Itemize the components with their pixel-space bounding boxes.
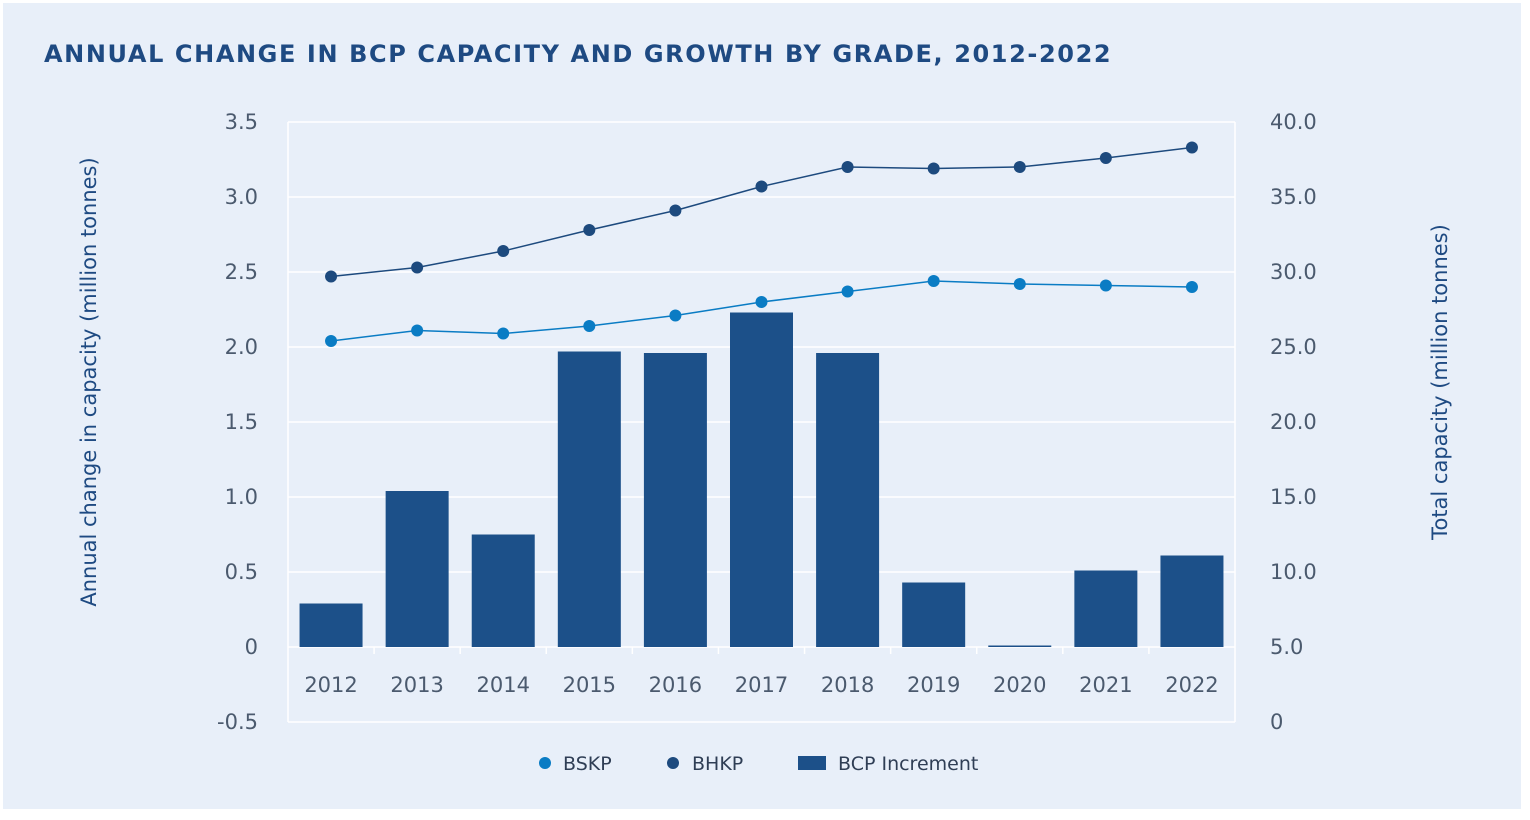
right-tick-label: 40.0 (1270, 110, 1317, 134)
x-tick-label: 2022 (1165, 673, 1218, 697)
left-tick-label: 1.5 (225, 410, 258, 434)
point-bskp-2022 (1185, 281, 1198, 293)
bar-2016 (643, 353, 707, 647)
bar-2014 (471, 534, 535, 647)
point-bhkp-2017 (755, 180, 768, 193)
right-tick-label: 35.0 (1270, 185, 1317, 209)
x-tick-label: 2020 (993, 673, 1046, 697)
point-bhkp-2012 (325, 270, 338, 283)
point-bskp-2020 (1013, 278, 1026, 290)
left-tick-label: 2.5 (225, 260, 258, 284)
point-bhkp-2013 (411, 261, 424, 274)
x-tick-label: 2017 (735, 673, 788, 697)
left-axis-title: Annual change in capacity (million tonne… (77, 157, 101, 606)
right-tick-label: 0 (1270, 710, 1283, 734)
bar-2021 (1074, 570, 1138, 647)
point-bskp-2012 (325, 335, 338, 347)
x-tick-label: 2014 (477, 673, 530, 697)
right-axis-title: Total capacity (million tonnes) (1428, 224, 1452, 541)
right-tick-label: 10.0 (1270, 560, 1317, 584)
left-tick-label: -0.5 (217, 710, 258, 734)
bar-2018 (816, 353, 880, 647)
right-tick-label: 20.0 (1270, 410, 1317, 434)
point-bskp-2021 (1099, 279, 1112, 292)
point-bhkp-2019 (927, 162, 940, 175)
right-tick-label: 30.0 (1270, 260, 1317, 284)
line-bhkp (330, 146, 1193, 278)
left-tick-label: 2.0 (225, 335, 258, 359)
right-tick-label: 25.0 (1270, 335, 1317, 359)
right-tick-label: 15.0 (1270, 485, 1317, 509)
point-bskp-2014 (497, 327, 510, 340)
left-axis-ticks: 3.5 3.0 2.5 2.0 1.5 1.0 0.5 0 -0.5 (217, 110, 258, 734)
point-bhkp-2014 (497, 245, 510, 257)
x-tick-label: 2016 (649, 673, 702, 697)
point-bskp-2019 (927, 275, 940, 287)
legend-bhkp-marker (667, 757, 679, 769)
point-bhkp-2022 (1185, 141, 1198, 154)
x-tick-label: 2015 (563, 673, 616, 697)
legend-bcp-label: BCP Increment (838, 753, 978, 775)
left-tick-label: 0.5 (225, 560, 258, 584)
legend-bcp-marker (798, 756, 826, 770)
left-tick-label: 3.0 (225, 185, 258, 209)
point-bskp-2013 (411, 324, 424, 337)
point-bhkp-2015 (583, 224, 596, 236)
right-tick-label: 5.0 (1270, 635, 1303, 659)
x-tick-label: 2012 (304, 673, 357, 697)
bar-2012 (299, 603, 363, 647)
point-bskp-2017 (755, 296, 768, 308)
right-axis-ticks: 40.0 35.0 30.0 25.0 20.0 15.0 10.0 5.0 0 (1270, 110, 1317, 734)
bar-series (299, 312, 1224, 647)
bar-2020 (988, 645, 1052, 647)
bar-2015 (557, 351, 621, 647)
point-bhkp-2016 (669, 204, 682, 217)
point-bhkp-2021 (1099, 152, 1112, 164)
left-tick-label: 3.5 (225, 110, 258, 134)
bar-2017 (730, 312, 793, 647)
x-tick-label: 2019 (907, 673, 960, 697)
point-bskp-2016 (669, 309, 682, 322)
bar-2019 (902, 582, 966, 647)
x-tick-label: 2018 (821, 673, 874, 697)
x-axis-ticks: 2012 2013 2014 2015 2016 2017 2018 2019 2020 2021… (304, 673, 1218, 697)
point-bskp-2015 (583, 320, 596, 332)
line-series (325, 141, 1198, 347)
legend-bskp-marker (539, 757, 551, 769)
x-tick-label: 2013 (390, 673, 443, 697)
left-tick-label: 0 (245, 635, 258, 659)
point-bhkp-2018 (841, 161, 854, 173)
legend-bskp-label: BSKP (563, 753, 612, 775)
legend-bhkp-label: BHKP (692, 753, 743, 775)
bar-2013 (385, 491, 449, 647)
bar-2022 (1160, 555, 1224, 647)
point-bhkp-2020 (1013, 161, 1026, 173)
point-bskp-2018 (841, 285, 854, 298)
legend: BSKP BHKP BCP Increment (539, 753, 978, 775)
left-tick-label: 1.0 (225, 485, 258, 509)
x-tick-label: 2021 (1079, 673, 1132, 697)
chart-title: ANNUAL CHANGE IN BCP CAPACITY AND GROWTH… (44, 40, 1113, 68)
